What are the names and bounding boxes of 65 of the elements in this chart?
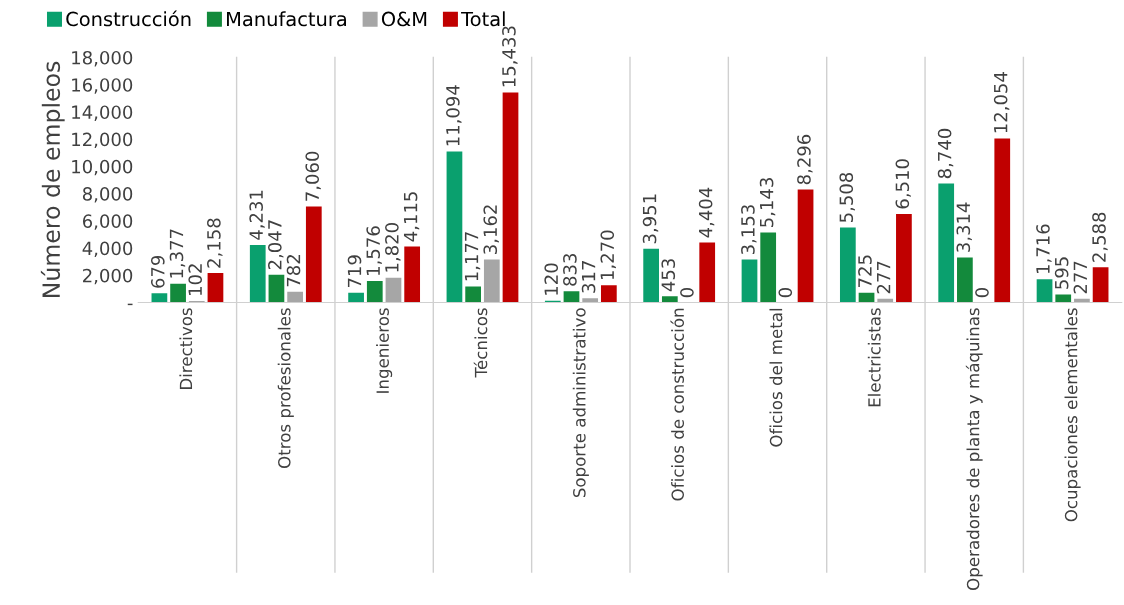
legend-label: O&M (381, 11, 427, 27)
y-tick-label: 18,000 (72, 50, 133, 67)
y-tick-label: 6,000 (82, 214, 133, 230)
x-tick-label: Técnicos (473, 308, 488, 378)
data-label: 6,510 (895, 159, 911, 209)
data-label: 1,177 (464, 232, 481, 281)
data-label: 4,115 (403, 192, 420, 242)
y-tick-label: 2,000 (83, 268, 133, 285)
y-tick-label: 4,000 (82, 241, 133, 258)
y-axis-title: Número de empleos (40, 61, 65, 297)
data-label: 3,951 (642, 194, 659, 244)
data-label: 595 (1054, 257, 1069, 289)
data-label: 277 (1073, 261, 1087, 294)
legend-label: Manufactura (227, 11, 346, 27)
data-label: 317 (581, 261, 596, 293)
data-label: 8,740 (937, 128, 954, 179)
y-tick-label: 16,000 (72, 78, 133, 94)
data-label: 725 (858, 255, 872, 287)
data-label: 120 (544, 263, 559, 295)
data-label: 4,231 (249, 190, 265, 240)
data-label: 12,054 (993, 72, 1010, 133)
y-tick-label: 14,000 (72, 105, 133, 121)
data-label: 782 (286, 255, 301, 287)
data-label: 2,158 (207, 218, 223, 268)
data-label: 15,433 (502, 26, 518, 87)
x-tick-label: Ocupaciones elementales (1064, 308, 1081, 522)
x-tick-label: Directivos (179, 308, 193, 389)
data-label: 2,047 (268, 220, 284, 270)
data-label: 5,508 (839, 172, 855, 222)
x-tick-label: Ingenieros (376, 308, 393, 393)
data-label: 3,153 (741, 205, 757, 255)
data-label: 0 (680, 288, 694, 298)
x-tick-label: Otros profesionales (277, 308, 294, 468)
x-tick-label: Oficios del metal (769, 308, 783, 447)
x-tick-label: Operadores de planta y máquinas (965, 308, 983, 590)
y-tick-label: 12,000 (72, 132, 133, 149)
data-label: 833 (563, 253, 577, 286)
x-tick-label: Oficios de construcción (670, 308, 685, 501)
data-label: 1,576 (366, 226, 382, 275)
legend-label: Construcción (66, 10, 191, 27)
data-label: 5,143 (759, 178, 776, 227)
legend-label: Total (461, 11, 505, 27)
data-label: 7,060 (305, 151, 321, 201)
x-tick-label: Electricistas (867, 308, 881, 407)
data-label: 0 (778, 288, 793, 298)
data-label: 8,296 (797, 134, 813, 185)
data-label: 277 (876, 261, 891, 294)
data-label: 453 (661, 259, 676, 292)
data-label: 1,270 (600, 230, 616, 280)
data-label: 3,162 (483, 205, 499, 254)
data-label: 1,820 (385, 223, 401, 272)
y-tick-label: 10,000 (72, 159, 133, 176)
data-label: 3,314 (956, 202, 972, 252)
data-label: 0 (975, 288, 989, 298)
data-label: 1,377 (169, 229, 186, 278)
data-label: 1,716 (1036, 224, 1052, 273)
y-tick-label: - (127, 303, 133, 306)
y-tick-label: 8,000 (82, 187, 133, 203)
data-label: 4,404 (698, 187, 715, 238)
data-label: 102 (188, 264, 203, 295)
data-label: 719 (347, 255, 362, 288)
data-label: 679 (150, 255, 165, 288)
data-label: 2,588 (1092, 212, 1108, 262)
data-label: 11,094 (446, 85, 462, 146)
x-tick-label: Soporte administrativo (572, 308, 589, 498)
